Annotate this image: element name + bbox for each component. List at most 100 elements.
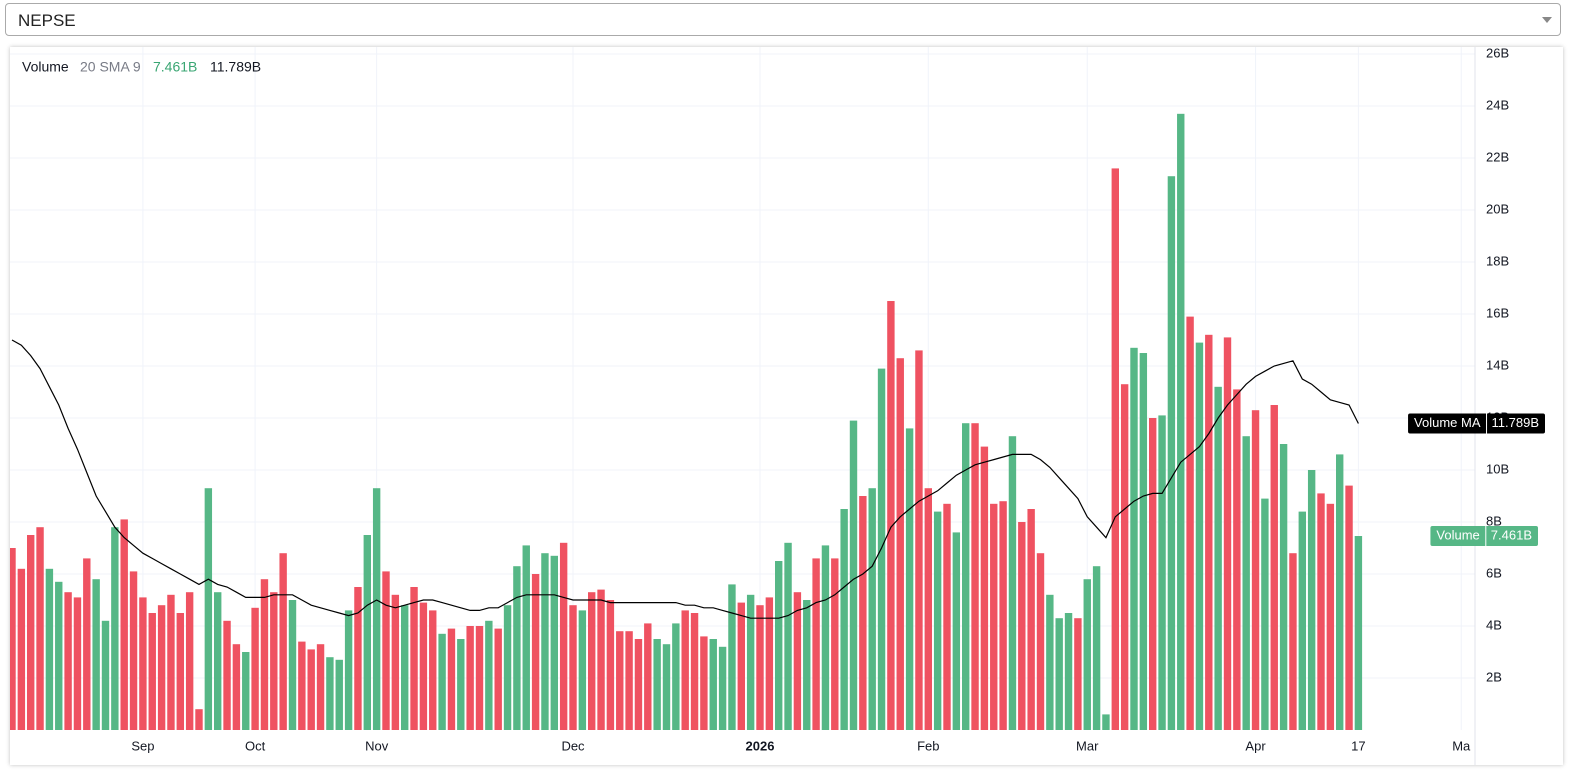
x-tick-label: Apr [1245, 738, 1266, 753]
volume-bar [606, 600, 615, 730]
volume-bar [64, 592, 72, 730]
volume-bar [129, 571, 138, 730]
volume-bar [382, 571, 390, 730]
volume-bar [1083, 579, 1091, 730]
tag-value: 7.461B [1491, 527, 1532, 542]
x-tick-label: Feb [917, 738, 939, 753]
volume-bar [999, 501, 1007, 730]
legend-ma-value: 11.789B [210, 59, 261, 75]
legend-title: Volume [22, 59, 69, 75]
tag-name: Volume [1436, 527, 1479, 542]
volume-bar [447, 628, 456, 730]
y-tick-label: 18B [1486, 253, 1509, 268]
volume-bar [1307, 470, 1316, 730]
volume-bar [429, 610, 437, 730]
volume-bar [92, 579, 100, 730]
volume-bar [746, 594, 755, 730]
volume-bar [737, 602, 745, 730]
volume-bar [73, 597, 82, 730]
volume-bar [148, 613, 156, 730]
volume-bar [1270, 405, 1278, 730]
volume-bar [485, 620, 493, 730]
volume-bar [1018, 522, 1026, 730]
x-tick-label: Dec [561, 738, 585, 753]
volume-bar [625, 631, 633, 730]
volume-bar [17, 568, 26, 730]
volume-bar [185, 592, 194, 730]
volume-bar [195, 709, 203, 730]
volume-bar [288, 600, 297, 730]
symbol-select[interactable]: NEPSE [5, 3, 1561, 36]
volume-bar [438, 633, 446, 730]
volume-bar [578, 610, 587, 730]
volume-bar [139, 597, 147, 730]
volume-bar [1008, 436, 1017, 730]
volume-bar [344, 610, 353, 730]
volume-bar [316, 644, 325, 730]
volume-bar [1074, 618, 1082, 730]
volume-bar [765, 597, 774, 730]
price-tags: Volume 7.461B Volume MA 11.789B [1408, 413, 1545, 547]
y-tick-label: 26B [1486, 47, 1509, 60]
volume-bar [298, 641, 306, 730]
y-tick-label: 16B [1486, 305, 1509, 320]
volume-bar [157, 605, 166, 730]
volume-bar [223, 620, 231, 730]
volume-bar [1326, 503, 1335, 730]
volume-bar [1177, 113, 1185, 730]
volume-bar [812, 558, 820, 730]
x-tick-label: 2026 [746, 738, 775, 753]
volume-bar [718, 646, 727, 730]
volume-bar [251, 607, 259, 730]
volume-bar [1167, 176, 1176, 730]
volume-bar [401, 605, 409, 730]
volume-bar [550, 555, 558, 730]
volume-bar [1223, 337, 1232, 730]
y-tick-label: 14B [1486, 357, 1509, 372]
volume-bar [541, 553, 549, 730]
volume-bar [616, 631, 624, 730]
volume-bar [1120, 384, 1129, 730]
volume-bar [242, 652, 250, 730]
volume-bar [1055, 618, 1063, 730]
x-tick-label: Sep [131, 738, 154, 753]
chart: 2B4B6B8B10B12B14B16B18B20B22B24B26BSepOc… [10, 47, 1545, 765]
volume-bar [167, 594, 175, 730]
volume-bar [700, 636, 708, 730]
volume-bar [1036, 553, 1045, 730]
volume-bar [1345, 485, 1353, 730]
volume-bar [709, 639, 717, 730]
tag-background [1408, 413, 1545, 434]
volume-bar [363, 535, 371, 730]
volume-bar [270, 592, 278, 730]
legend-params: 20 SMA 9 [80, 59, 141, 75]
volume-bar [653, 639, 661, 730]
volume-bar [859, 496, 867, 730]
volume-bar [513, 566, 521, 730]
y-tick-label: 4B [1486, 617, 1502, 632]
volume-bar [1289, 553, 1297, 730]
volume-bar [1158, 415, 1166, 730]
volume-bar [1102, 714, 1110, 730]
x-tick-label: 17 [1351, 738, 1365, 753]
volume-bar [36, 527, 44, 730]
volume-bar [120, 519, 128, 730]
volume-bar [466, 626, 474, 730]
volume-bar [831, 558, 839, 730]
volume-bar [933, 511, 942, 730]
volume-bar [962, 423, 970, 730]
volume-bar [728, 584, 736, 730]
volume-bar [971, 423, 979, 730]
volume-bar [83, 558, 91, 730]
volume-bar [896, 358, 904, 730]
volume-bar [1186, 316, 1194, 730]
volume-bar [419, 602, 428, 730]
volume-bar [784, 542, 792, 730]
x-tick-label: Oct [245, 738, 266, 753]
volume-bar [1336, 454, 1344, 730]
volume-bar [204, 488, 213, 730]
volume-bar [1233, 389, 1241, 730]
volume-bar [1242, 436, 1250, 730]
volume-bar [1214, 386, 1222, 730]
